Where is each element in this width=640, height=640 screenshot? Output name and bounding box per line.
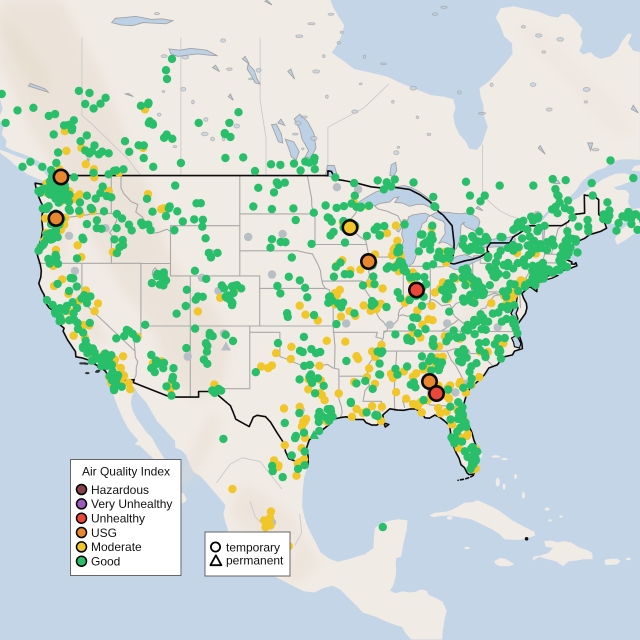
svg-text:temporary: temporary bbox=[226, 540, 280, 554]
svg-text:Very Unhealthy: Very Unhealthy bbox=[91, 497, 172, 511]
svg-text:Moderate: Moderate bbox=[91, 540, 142, 554]
svg-text:USG: USG bbox=[91, 526, 117, 540]
svg-text:Unhealthy: Unhealthy bbox=[91, 512, 145, 526]
svg-text:permanent: permanent bbox=[226, 553, 284, 567]
svg-text:Good: Good bbox=[91, 555, 120, 569]
svg-text:Hazardous: Hazardous bbox=[91, 483, 149, 497]
svg-text:Air Quality Index: Air Quality Index bbox=[82, 465, 170, 479]
